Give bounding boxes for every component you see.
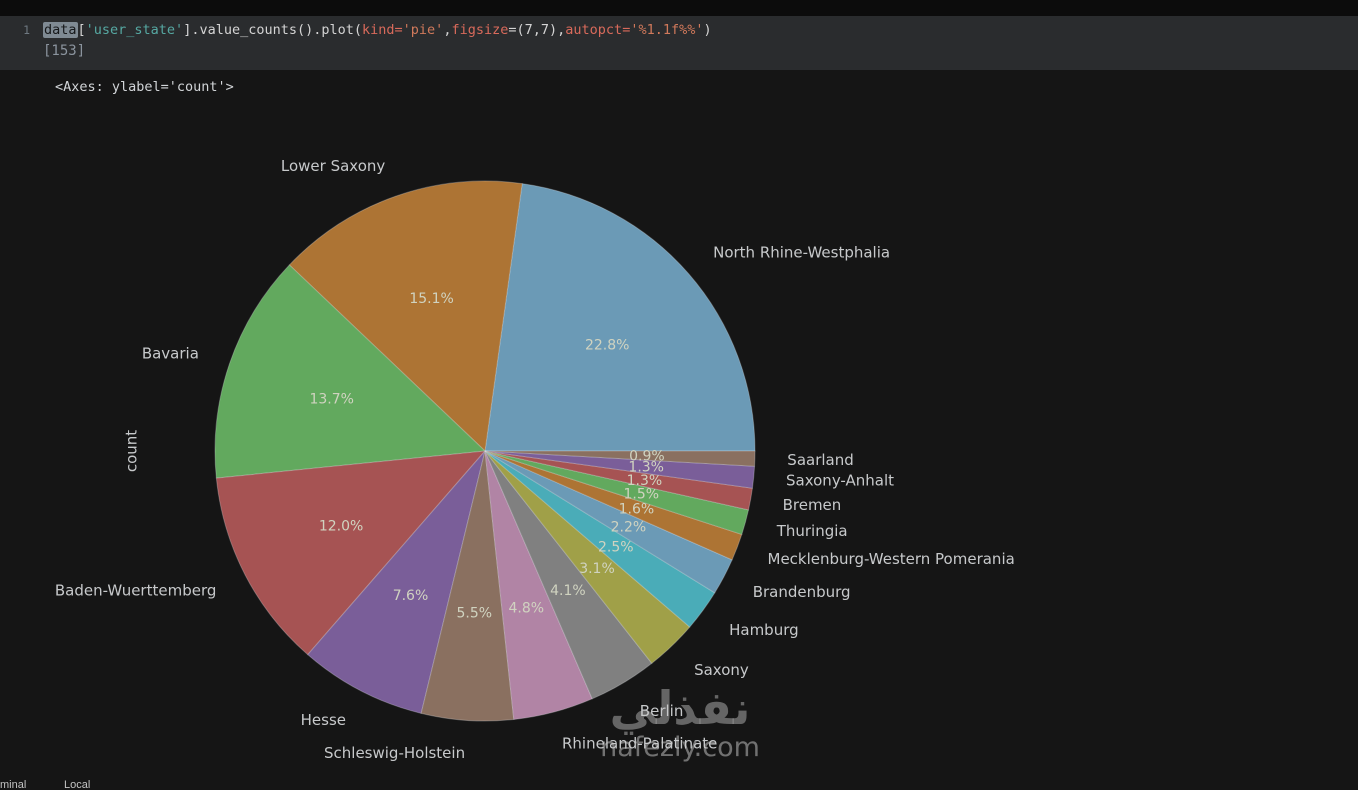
pie-slice-schleswig-holstein	[420, 450, 515, 722]
code-token: ,	[443, 22, 452, 38]
pie-category-label: Hamburg	[729, 621, 799, 639]
pie-percent-label: 22.8%	[585, 338, 629, 354]
pie-slice-north-rhine-westphalia	[484, 183, 756, 452]
pie-slice-mecklenburg-western-pomerania	[484, 450, 743, 561]
pie-slice-saxony-anhalt	[484, 450, 756, 489]
execution-count: [153]	[43, 43, 86, 59]
pie-ylabel: count	[122, 430, 140, 472]
status-bar: minal Local	[0, 779, 400, 790]
pie-slice-rhineland-palatinate	[484, 450, 593, 721]
code-token: )	[703, 22, 712, 38]
pie-slice-hamburg	[484, 450, 716, 628]
pie-category-label: Lower Saxony	[281, 157, 386, 175]
pie-category-label: Mecklenburg-Western Pomerania	[768, 550, 1015, 568]
code-token: 'pie'	[402, 22, 444, 38]
code-token: autopct	[565, 22, 623, 38]
pie-percent-label: 1.5%	[624, 487, 660, 503]
pie-percent-label: 12.0%	[319, 518, 363, 534]
pie-slice-hesse	[307, 450, 486, 714]
pie-percent-label: 7.6%	[393, 588, 429, 604]
pie-category-label: North Rhine-Westphalia	[713, 244, 890, 262]
pie-slice-baden-wuerttemberg	[215, 450, 487, 656]
pie-category-label: Saxony	[694, 661, 749, 679]
pie-category-label: Berlin	[640, 702, 684, 720]
pie-category-label: Schleswig-Holstein	[324, 744, 465, 762]
pie-category-label: Brandenburg	[753, 583, 851, 601]
pie-percent-label: 4.1%	[550, 583, 586, 599]
pie-percent-label: 15.1%	[409, 291, 453, 307]
pie-slice-saxony	[484, 450, 691, 665]
code-cell[interactable]: 1 data['user_state'].value_counts().plot…	[0, 16, 1358, 70]
code-token: kind	[362, 22, 395, 38]
code-token: 'user_state'	[85, 22, 184, 38]
pie-category-label: Rhineland-Palatinate	[562, 735, 717, 753]
pie-category-label: Thuringia	[776, 522, 848, 540]
pie-slice-saarland	[484, 450, 756, 467]
code-line[interactable]: data['user_state'].value_counts().plot(k…	[43, 21, 712, 40]
pie-slice-berlin	[484, 450, 653, 700]
top-strip	[0, 0, 1358, 16]
code-token: ].value_counts().plot(	[183, 22, 363, 38]
pie-percent-label: 1.3%	[628, 460, 664, 476]
pie-slice-brandenburg	[484, 450, 733, 594]
pie-percent-label: 3.1%	[579, 561, 615, 577]
code-row: 1 data['user_state'].value_counts().plot…	[0, 16, 1358, 40]
code-token: ),	[549, 22, 566, 38]
pie-percent-label: 0.9%	[629, 449, 665, 465]
pie-percent-label: 5.5%	[457, 606, 493, 622]
pie-slice-bremen	[484, 450, 753, 511]
code-token: '%1.1f%%'	[630, 22, 704, 38]
pie-percent-label: 13.7%	[309, 391, 353, 407]
pie-category-label: Saxony-Anhalt	[786, 472, 894, 490]
pie-category-label: Saarland	[787, 451, 853, 469]
local-tab-fragment[interactable]: Local	[64, 779, 91, 790]
terminal-tab-fragment[interactable]: minal	[0, 779, 27, 790]
pie-percent-label: 1.3%	[627, 473, 663, 489]
pie-category-label: Hesse	[301, 711, 346, 729]
pie-percent-label: 1.6%	[619, 502, 655, 518]
code-token: 7,7	[524, 22, 550, 38]
pie-slice-lower-saxony	[288, 180, 523, 453]
code-token: =	[622, 22, 631, 38]
pie-percent-label: 2.5%	[598, 540, 634, 556]
pie-percent-label: 4.8%	[509, 601, 545, 617]
code-token: data	[43, 22, 78, 38]
code-token: figsize	[451, 22, 509, 38]
code-token: [	[77, 22, 86, 38]
pie-percent-label: 2.2%	[611, 519, 647, 535]
code-token: =(	[508, 22, 525, 38]
pie-category-label: Baden-Wuerttemberg	[55, 581, 217, 599]
line-number: 1	[23, 23, 30, 37]
pie-slice-thuringia	[484, 450, 750, 536]
code-token: =	[394, 22, 403, 38]
pie-slice-bavaria	[214, 264, 487, 479]
pie-category-label: Bremen	[783, 496, 842, 514]
axes-repr-output: <Axes: ylabel='count'>	[55, 79, 234, 95]
pie-category-label: Bavaria	[142, 344, 199, 362]
